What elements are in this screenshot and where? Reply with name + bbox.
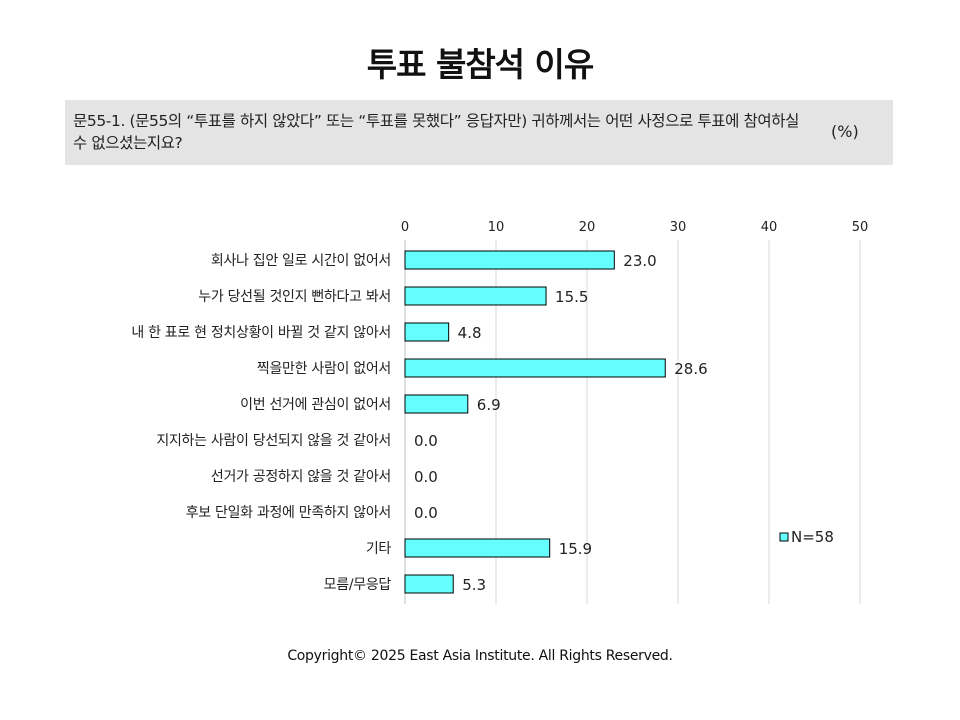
data-label: 15.5	[555, 288, 588, 306]
x-tick-label: 0	[401, 220, 409, 235]
bar	[404, 538, 551, 558]
category-label: 내 한 표로 현 정치상황이 바뀔 것 같지 않아서	[131, 325, 391, 341]
category-label: 누가 당선될 것인지 뻔하다고 봐서	[198, 289, 391, 305]
x-tick-label: 30	[670, 220, 687, 235]
category-label: 이번 선거에 관심이 없어서	[240, 397, 391, 413]
x-tick-label: 40	[761, 220, 778, 235]
category-label: 지지하는 사람이 당선되지 않을 것 같아서	[156, 433, 391, 449]
bar	[404, 358, 666, 378]
category-label: 찍을만한 사람이 없어서	[257, 361, 391, 377]
data-label: 0.0	[414, 468, 438, 486]
data-label: 15.9	[559, 540, 592, 558]
x-tick-label: 20	[579, 220, 596, 235]
bar	[404, 394, 469, 414]
data-label: 0.0	[414, 432, 438, 450]
copyright-footer: Copyright© 2025 East Asia Institute. All…	[287, 648, 673, 664]
data-label: 4.8	[458, 324, 482, 342]
x-tick-label: 50	[852, 220, 869, 235]
data-label: 0.0	[414, 504, 438, 522]
category-label: 기타	[366, 541, 392, 557]
data-label: 6.9	[477, 396, 501, 414]
category-label: 선거가 공정하지 않을 것 같아서	[211, 469, 391, 485]
category-label: 모름/무응답	[324, 577, 392, 593]
category-label: 회사나 집안 일로 시간이 없어서	[211, 253, 391, 269]
data-label: 28.6	[674, 360, 707, 378]
category-label: 후보 단일화 과정에 만족하지 않아서	[186, 505, 391, 521]
unit-label: (%)	[831, 122, 859, 141]
x-tick-label: 10	[488, 220, 505, 235]
bar	[404, 322, 450, 342]
chart-title: 투표 불참석 이유	[366, 45, 595, 84]
question-text: 문55-1. (문55의 “투표를 하지 않았다” 또는 “투표를 못했다” 응…	[73, 112, 799, 152]
bar	[404, 250, 615, 270]
bar	[404, 286, 547, 306]
legend-label: N=58	[791, 528, 834, 546]
legend-swatch	[779, 532, 789, 542]
data-label: 23.0	[623, 252, 656, 270]
question-box: 문55-1. (문55의 “투표를 하지 않았다” 또는 “투표를 못했다” 응…	[65, 100, 893, 165]
bar	[404, 574, 454, 594]
data-label: 5.3	[462, 576, 486, 594]
